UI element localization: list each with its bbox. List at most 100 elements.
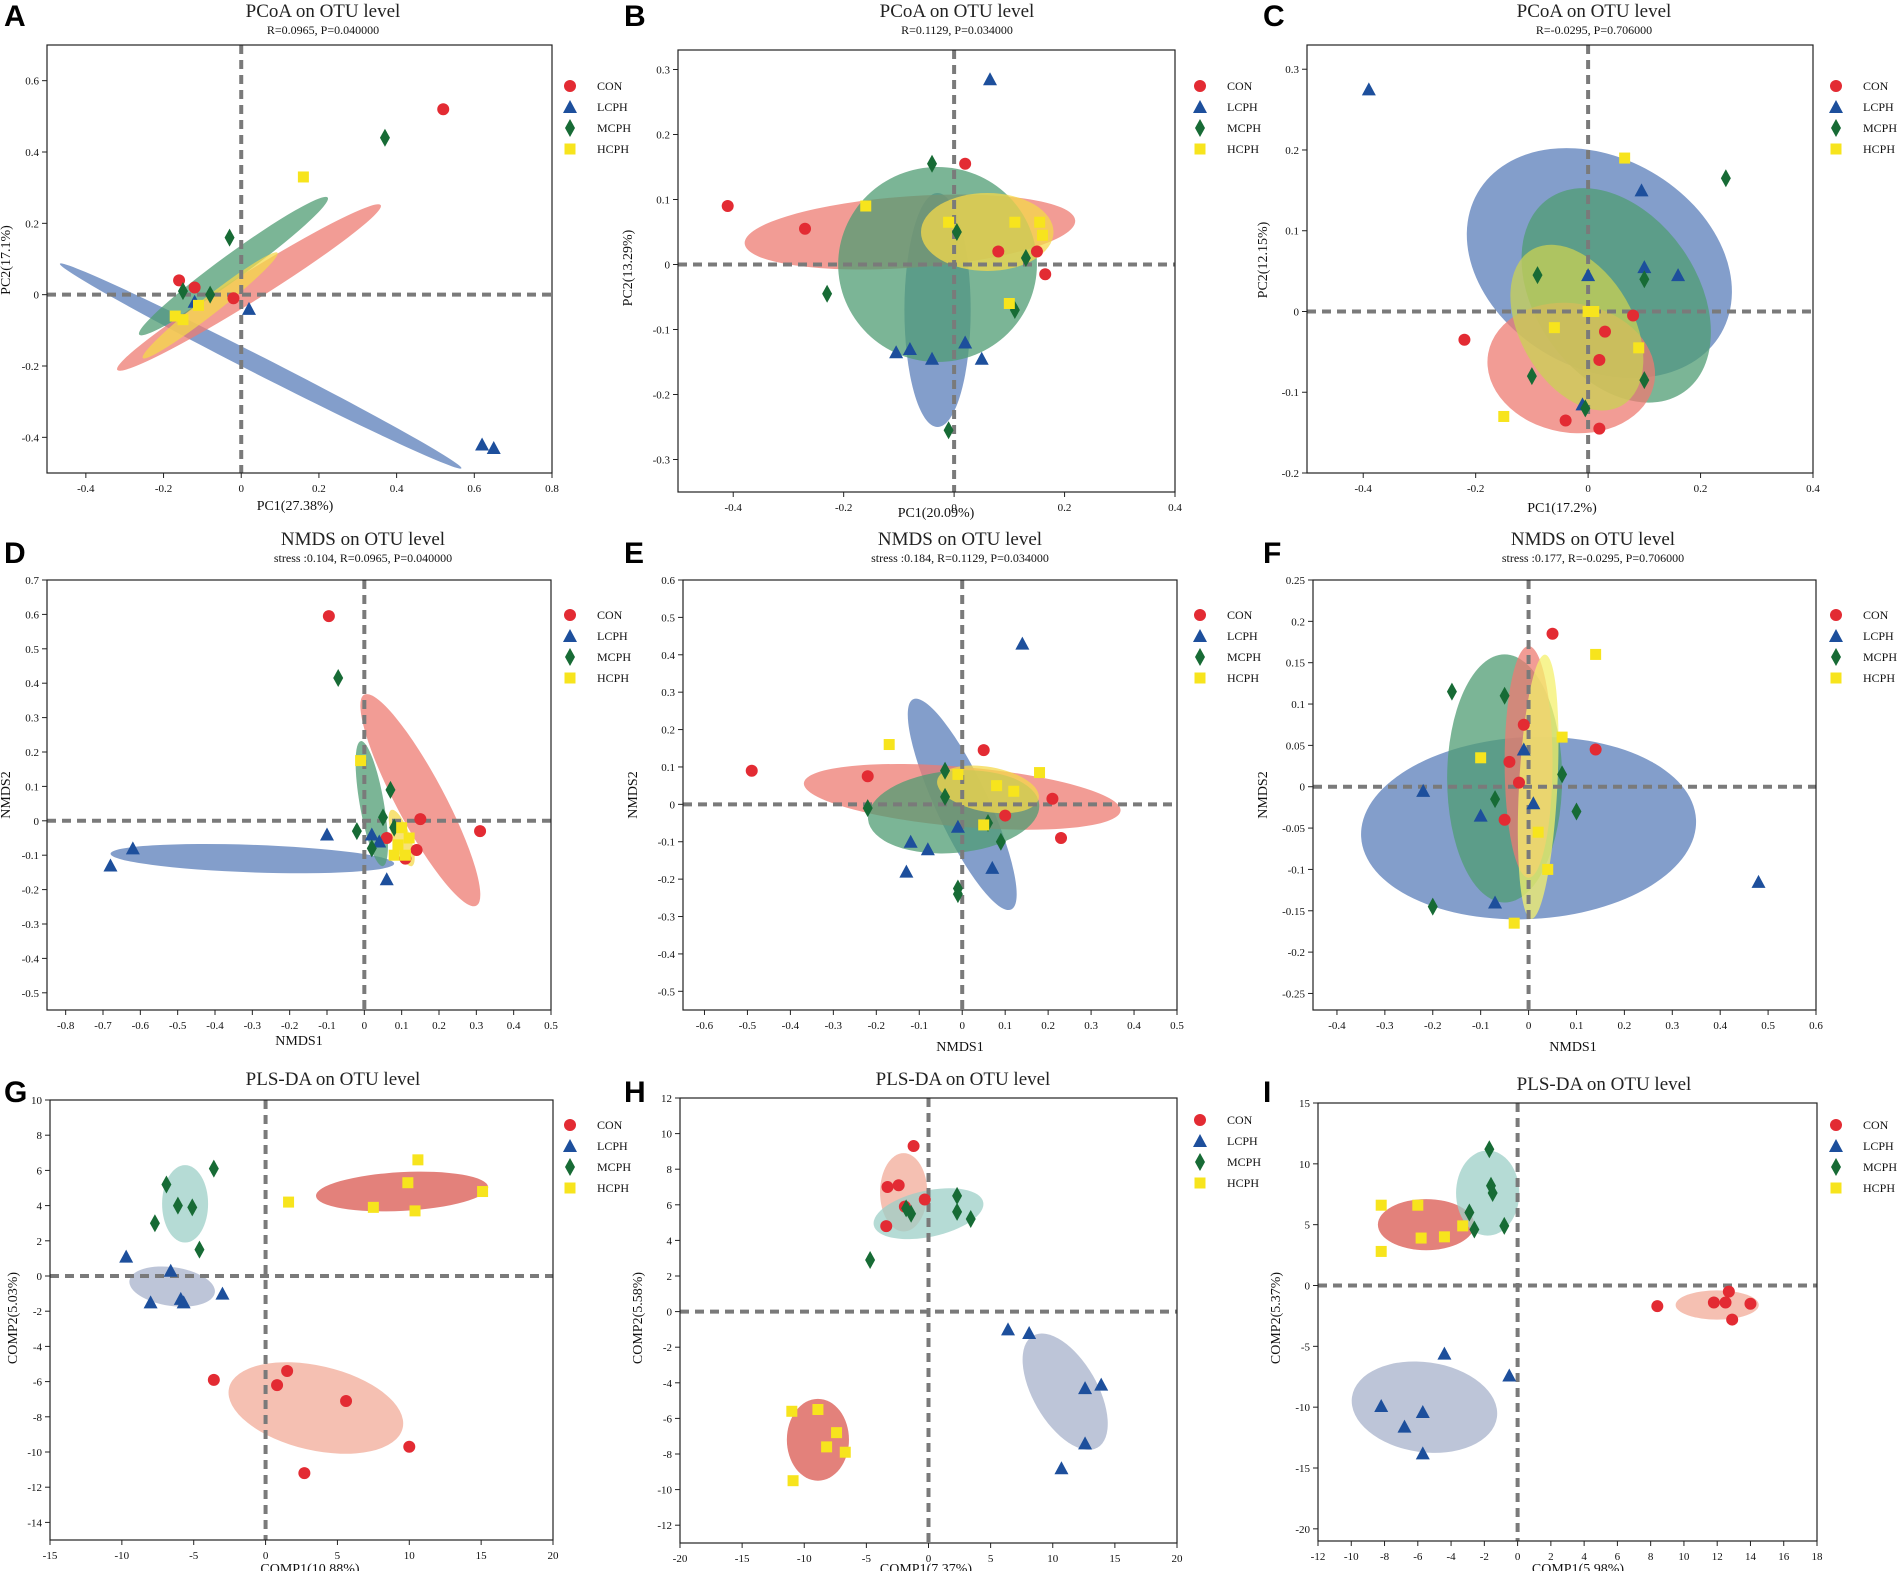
panel-letter: G — [4, 1076, 27, 1109]
plot-area — [1307, 45, 1813, 473]
y-tick-label: 0.2 — [1291, 616, 1305, 628]
y-tick-label: -0.3 — [22, 919, 40, 931]
legend-label-hcph: HCPH — [1863, 1181, 1895, 1195]
data-point-lcph — [983, 72, 998, 86]
legend-label-hcph: HCPH — [1227, 142, 1259, 156]
x-axis-label: NMDS1 — [936, 1040, 983, 1055]
y-tick-label: 15 — [1299, 1098, 1311, 1110]
data-point-con — [1593, 353, 1606, 366]
legend-marker-mcph — [1831, 1158, 1841, 1176]
x-tick-label: 6 — [1615, 1551, 1621, 1563]
data-point-mcph — [205, 285, 216, 304]
data-point-mcph — [1484, 1140, 1495, 1159]
x-tick-label: 10 — [1678, 1551, 1690, 1563]
y-tick-label: 0.3 — [1285, 64, 1299, 76]
data-point-mcph — [927, 154, 938, 173]
y-tick-label: -0.1 — [22, 850, 39, 862]
legend-label-mcph: MCPH — [597, 1160, 631, 1174]
data-point-con — [474, 825, 487, 838]
data-point-mcph — [1580, 399, 1591, 418]
data-point-hcph — [1590, 648, 1602, 660]
panel-letter: H — [624, 1076, 646, 1109]
legend-label-lcph: LCPH — [1227, 629, 1258, 643]
x-tick-label: 4 — [1581, 1551, 1587, 1563]
data-point-mcph — [952, 879, 963, 898]
data-point-lcph — [925, 351, 940, 365]
y-tick-label: 0.7 — [25, 575, 39, 587]
data-point-hcph — [1008, 785, 1020, 797]
legend-marker-lcph — [1193, 1134, 1207, 1147]
y-axis-label: NMDS2 — [626, 771, 641, 818]
y-tick-label: 0.5 — [661, 612, 675, 624]
legend-marker-mcph — [565, 648, 575, 666]
y-axis-label: PC2(17.1%) — [0, 225, 14, 295]
data-point-mcph — [952, 1186, 963, 1205]
data-point-hcph — [1498, 410, 1510, 422]
data-point-lcph — [1078, 1436, 1093, 1450]
data-point-lcph — [1094, 1377, 1109, 1391]
legend-label-hcph: HCPH — [597, 1181, 629, 1195]
x-tick-label: -5 — [189, 1550, 199, 1562]
data-point-lcph — [475, 437, 490, 451]
data-point-mcph — [943, 421, 954, 440]
y-tick-label: 0.4 — [25, 678, 39, 690]
data-point-hcph — [1034, 216, 1046, 228]
data-point-mcph — [333, 669, 344, 688]
legend: CON LCPH MCPH HCPH — [563, 608, 631, 685]
legend-marker-mcph — [1831, 119, 1841, 137]
data-point-mcph — [194, 1240, 205, 1259]
panel-letter: C — [1263, 0, 1285, 33]
y-tick-label: -10 — [27, 1447, 42, 1459]
x-axis-label: PC1(27.38%) — [257, 499, 334, 514]
data-point-hcph — [1475, 752, 1487, 764]
y-tick-label: -0.3 — [658, 912, 676, 924]
x-axis-label: COMP1(5.98%) — [1532, 1562, 1625, 1571]
x-tick-label: 0.1 — [395, 1020, 409, 1032]
x-tick-label: 0.4 — [1127, 1020, 1141, 1032]
y-tick-label: 10 — [661, 1129, 673, 1141]
data-point-hcph — [812, 1404, 824, 1415]
data-point-mcph — [1499, 1216, 1510, 1235]
x-tick-label: -0.4 — [206, 1020, 224, 1032]
legend-label-hcph: HCPH — [1863, 142, 1895, 156]
x-tick-label: 0.4 — [390, 483, 404, 495]
legend-label-con: CON — [1863, 79, 1889, 93]
legend-label-mcph: MCPH — [1227, 121, 1261, 135]
x-tick-label: 0.6 — [467, 483, 481, 495]
y-tick-label: -4 — [33, 1341, 43, 1353]
panel-i: I PLS-DA on OTU level-12 -10 -8 -6 -4 -2 0 2 4 6 8 1… — [1263, 1074, 1897, 1571]
data-point-con — [281, 1365, 294, 1378]
y-tick-label: 0.2 — [661, 725, 675, 737]
data-point-hcph — [1532, 826, 1544, 838]
data-point-mcph — [1464, 1203, 1475, 1222]
y-tick-label: -15 — [1295, 1463, 1310, 1475]
plot-area — [1318, 1103, 1817, 1541]
x-axis-label: NMDS1 — [275, 1034, 322, 1049]
plot-area — [47, 45, 552, 473]
y-tick-label: 5 — [1305, 1220, 1311, 1232]
legend-label-lcph: LCPH — [1863, 629, 1894, 643]
data-point-con — [207, 1373, 220, 1386]
y-tick-label: 2 — [667, 1271, 673, 1283]
data-point-con — [1651, 1300, 1664, 1313]
y-axis-label: COMP2(5.03%) — [6, 1272, 21, 1365]
data-point-hcph — [1009, 216, 1021, 228]
plot-area — [50, 1100, 553, 1540]
data-point-hcph — [831, 1427, 843, 1439]
data-point-hcph — [409, 1205, 421, 1217]
panel-letter: E — [624, 537, 644, 570]
legend: CON LCPH MCPH HCPH — [1193, 1113, 1261, 1190]
legend-label-lcph: LCPH — [597, 629, 628, 643]
data-point-lcph — [125, 841, 140, 855]
legend-label-con: CON — [1227, 79, 1253, 93]
y-tick-label: -0.1 — [1288, 864, 1305, 876]
plot-frame — [682, 579, 1178, 1011]
legend-marker-con — [1194, 80, 1206, 92]
plot-frame — [46, 44, 553, 474]
data-point-hcph — [1633, 342, 1645, 354]
data-point-lcph — [974, 351, 989, 365]
data-point-hcph — [1582, 305, 1594, 317]
data-point-con — [1055, 832, 1068, 844]
y-tick-label: -0.5 — [658, 986, 676, 998]
